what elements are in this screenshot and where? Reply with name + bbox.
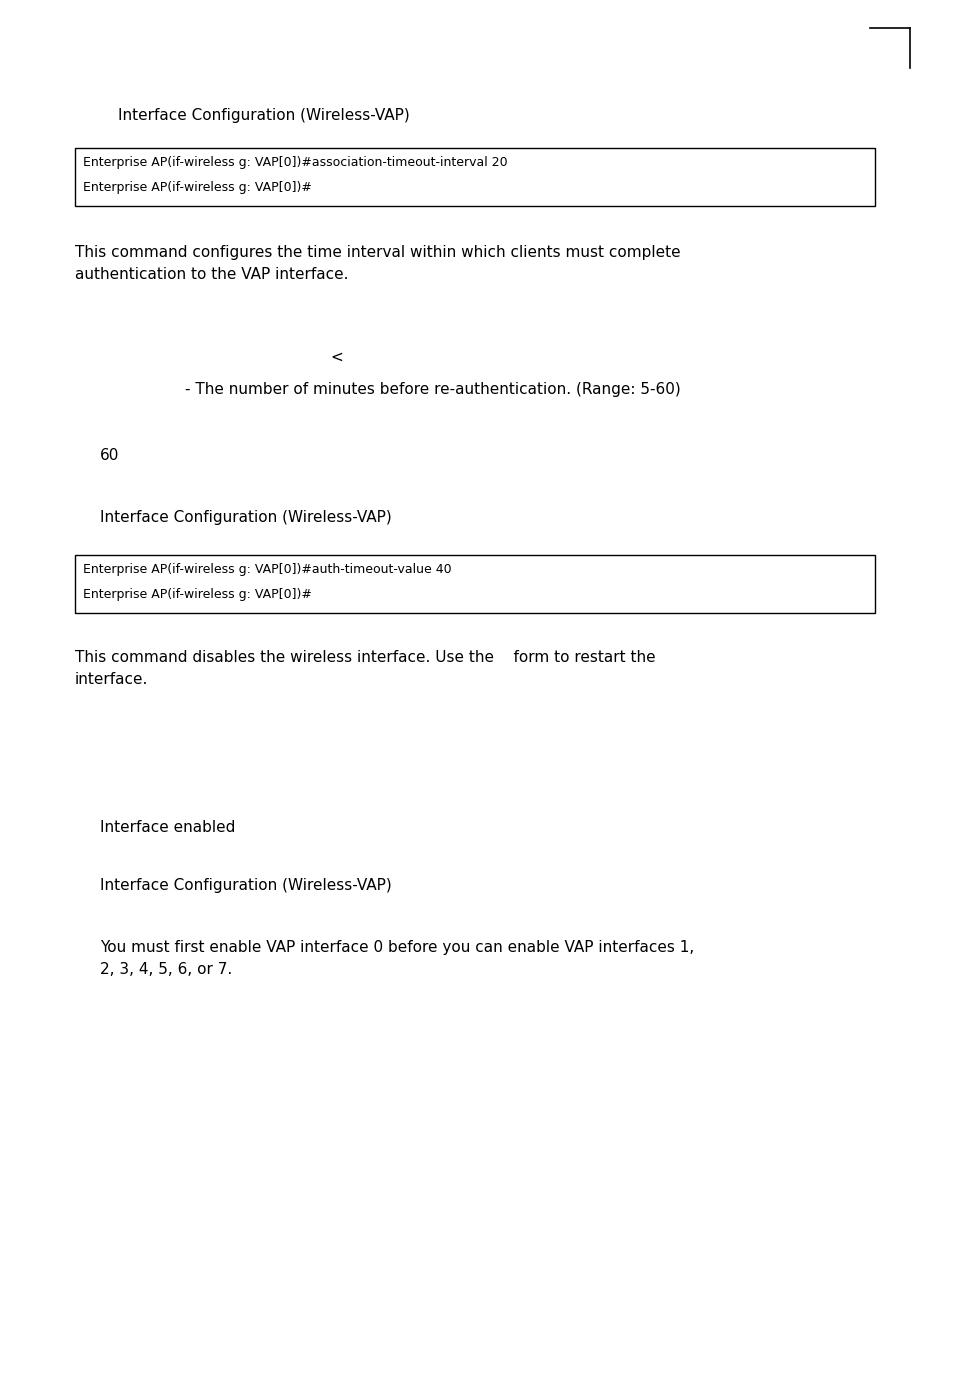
Text: Interface Configuration (Wireless-VAP): Interface Configuration (Wireless-VAP) — [118, 108, 410, 124]
Text: Enterprise AP(if-wireless g: VAP[0])#association-timeout-interval 20: Enterprise AP(if-wireless g: VAP[0])#ass… — [83, 155, 507, 169]
Text: Enterprise AP(if-wireless g: VAP[0])#: Enterprise AP(if-wireless g: VAP[0])# — [83, 182, 312, 194]
Text: - The number of minutes before re-authentication. (Range: 5-60): - The number of minutes before re-authen… — [185, 382, 680, 397]
Text: You must first enable VAP interface 0 before you can enable VAP interfaces 1,
2,: You must first enable VAP interface 0 be… — [100, 940, 694, 977]
Text: This command disables the wireless interface. Use the    form to restart the
int: This command disables the wireless inter… — [75, 650, 655, 687]
Text: Interface Configuration (Wireless-VAP): Interface Configuration (Wireless-VAP) — [100, 509, 392, 525]
Bar — [75, 555, 874, 613]
Text: 60: 60 — [100, 448, 119, 464]
Bar — [75, 149, 874, 205]
Text: Interface Configuration (Wireless-VAP): Interface Configuration (Wireless-VAP) — [100, 879, 392, 892]
Text: Interface enabled: Interface enabled — [100, 820, 235, 836]
Text: Enterprise AP(if-wireless g: VAP[0])#: Enterprise AP(if-wireless g: VAP[0])# — [83, 589, 312, 601]
Text: <: < — [330, 350, 342, 365]
Text: Enterprise AP(if-wireless g: VAP[0])#auth-timeout-value 40: Enterprise AP(if-wireless g: VAP[0])#aut… — [83, 564, 451, 576]
Text: This command configures the time interval within which clients must complete
aut: This command configures the time interva… — [75, 246, 679, 282]
